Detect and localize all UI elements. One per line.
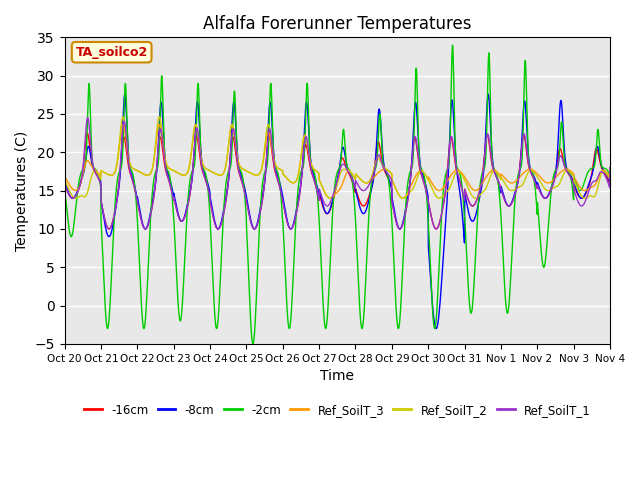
-2cm (449, 42, 456, 48)
Ref_SoilT_2 (573, 185, 581, 191)
Text: TA_soilco2: TA_soilco2 (76, 46, 148, 59)
Ref_SoilT_1 (558, 156, 566, 161)
X-axis label: Time: Time (320, 369, 355, 383)
Ref_SoilT_3 (213, 171, 221, 177)
Ref_SoilT_3 (496, 173, 504, 179)
-16cm (433, 226, 440, 232)
Ref_SoilT_2 (606, 165, 614, 170)
-2cm (496, 200, 504, 206)
-2cm (558, 123, 566, 129)
Ref_SoilT_2 (119, 114, 127, 120)
Y-axis label: Temperatures (C): Temperatures (C) (15, 131, 29, 251)
-8cm (353, 192, 361, 198)
Ref_SoilT_1 (433, 226, 440, 232)
Ref_SoilT_2 (61, 177, 68, 182)
Ref_SoilT_3 (558, 168, 566, 174)
Ref_SoilT_1 (606, 165, 614, 170)
-8cm (573, 190, 581, 195)
Ref_SoilT_2 (365, 179, 373, 184)
-8cm (496, 186, 504, 192)
-16cm (213, 225, 221, 231)
-2cm (249, 341, 257, 347)
-16cm (496, 183, 504, 189)
Line: Ref_SoilT_2: Ref_SoilT_2 (65, 117, 610, 198)
Ref_SoilT_3 (365, 179, 373, 185)
-2cm (606, 165, 614, 170)
-16cm (84, 131, 92, 136)
-8cm (61, 179, 68, 185)
Ref_SoilT_1 (353, 180, 361, 186)
-2cm (353, 251, 361, 256)
-8cm (484, 91, 492, 97)
Ref_SoilT_3 (353, 173, 361, 179)
-16cm (573, 191, 581, 196)
Ref_SoilT_1 (213, 225, 221, 231)
-8cm (558, 108, 566, 114)
Line: -2cm: -2cm (65, 45, 610, 344)
Ref_SoilT_3 (326, 195, 334, 201)
Ref_SoilT_3 (119, 122, 127, 128)
Ref_SoilT_3 (606, 165, 614, 170)
Ref_SoilT_1 (573, 197, 581, 203)
Ref_SoilT_3 (573, 180, 581, 186)
Title: Alfalfa Forerunner Temperatures: Alfalfa Forerunner Temperatures (203, 15, 472, 33)
-2cm (365, 210, 373, 216)
-2cm (213, 325, 221, 331)
Line: Ref_SoilT_3: Ref_SoilT_3 (65, 125, 610, 198)
-8cm (606, 165, 614, 170)
Ref_SoilT_1 (496, 183, 504, 189)
Ref_SoilT_1 (365, 182, 373, 188)
Ref_SoilT_3 (61, 174, 68, 180)
Line: -8cm: -8cm (65, 94, 610, 329)
-16cm (606, 165, 614, 170)
-16cm (365, 193, 373, 199)
Line: Ref_SoilT_1: Ref_SoilT_1 (65, 118, 610, 229)
-16cm (61, 181, 68, 187)
Ref_SoilT_2 (581, 195, 589, 201)
Legend: -16cm, -8cm, -2cm, Ref_SoilT_3, Ref_SoilT_2, Ref_SoilT_1: -16cm, -8cm, -2cm, Ref_SoilT_3, Ref_Soil… (79, 399, 595, 421)
-16cm (353, 191, 361, 197)
-2cm (573, 183, 581, 189)
Ref_SoilT_2 (353, 173, 361, 179)
-8cm (213, 225, 221, 230)
Line: -16cm: -16cm (65, 133, 610, 229)
Ref_SoilT_2 (213, 171, 221, 177)
-8cm (433, 326, 440, 332)
Ref_SoilT_1 (61, 181, 68, 187)
-8cm (365, 198, 372, 204)
-2cm (61, 187, 68, 193)
Ref_SoilT_2 (558, 175, 566, 181)
Ref_SoilT_1 (84, 115, 92, 120)
-16cm (558, 152, 566, 158)
Ref_SoilT_2 (496, 175, 504, 180)
